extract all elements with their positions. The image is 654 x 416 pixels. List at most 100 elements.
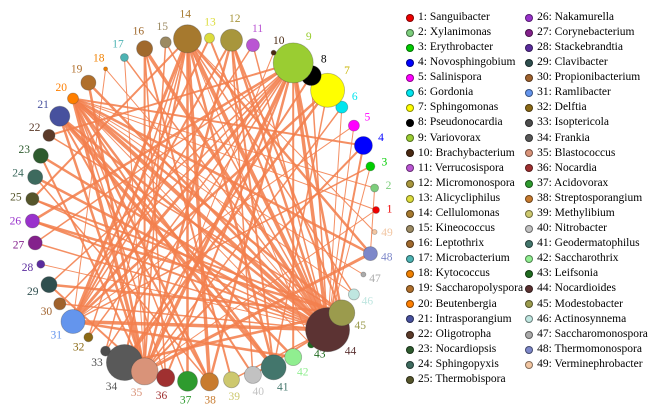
node-19-saccharopolyspora xyxy=(80,74,97,91)
legend-item-32: 32: Delftia xyxy=(525,101,648,116)
legend-label-8: 8: Pseudonocardia xyxy=(418,116,503,129)
node-label-10: 10 xyxy=(273,35,285,47)
legend-item-7: 7: Sphingomonas xyxy=(406,101,523,116)
edge-11-31 xyxy=(72,44,254,322)
node-label-22: 22 xyxy=(29,122,41,134)
node-42-saccharothrix xyxy=(284,348,303,367)
node-37-acidovorax xyxy=(177,370,198,392)
edge-21-38 xyxy=(58,115,211,383)
node-label-35: 35 xyxy=(131,387,143,399)
legend-item-9: 9: Variovorax xyxy=(406,131,523,146)
node-3-erythrobacter xyxy=(365,161,376,172)
node-2-xylanimonas xyxy=(370,183,380,193)
node-16-leptothrix xyxy=(136,40,154,57)
legend-color-dot-49 xyxy=(525,360,534,369)
legend-color-dot-9 xyxy=(406,134,414,143)
node-9-variovorax xyxy=(272,42,314,84)
legend-color-dot-35 xyxy=(525,149,534,158)
edge-26-45 xyxy=(32,219,343,315)
legend-color-dot-10 xyxy=(406,149,414,158)
legend-color-dot-28 xyxy=(525,43,534,52)
edge-15-44 xyxy=(165,41,329,331)
legend-label-45: 45: Modestobacter xyxy=(537,297,623,310)
legend-label-23: 23: Nocardiopsis xyxy=(418,342,497,355)
node-label-40: 40 xyxy=(252,386,264,398)
legend-item-5: 5: Salinispora xyxy=(406,70,523,85)
edge-6-35 xyxy=(143,106,343,372)
node-13-alicycliphilus xyxy=(204,32,215,44)
node-label-32: 32 xyxy=(73,342,85,354)
legend-label-7: 7: Sphingomonas xyxy=(418,101,499,114)
node-10-brachybacterium xyxy=(270,49,277,56)
legend-color-dot-23 xyxy=(406,345,414,354)
legend-label-3: 3: Erythrobacter xyxy=(418,40,494,53)
legend-color-dot-13 xyxy=(406,194,414,203)
legend-item-45: 45: Modestobacter xyxy=(525,297,648,312)
legend-label-39: 39: Methylibium xyxy=(537,207,615,220)
node-label-6: 6 xyxy=(352,91,358,103)
legend-item-23: 23: Nocardiopsis xyxy=(406,342,523,357)
node-35-blastococcus xyxy=(130,357,159,386)
legend-color-dot-15 xyxy=(406,224,414,233)
legend-color-dot-8 xyxy=(406,119,414,128)
legend-label-1: 1: Sanguibacter xyxy=(418,10,490,23)
node-label-18: 18 xyxy=(93,53,105,65)
legend-color-dot-14 xyxy=(406,209,414,218)
legend-label-27: 27: Corynebacterium xyxy=(537,25,635,38)
legend-label-49: 49: Verminephrobacter xyxy=(537,357,643,370)
legend-color-dot-30 xyxy=(525,73,534,82)
legend-label-2: 2: Xylanimonas xyxy=(418,25,492,38)
legend-item-40: 40: Nitrobacter xyxy=(525,221,648,236)
legend-item-29: 29: Clavibacter xyxy=(525,55,648,70)
legend-color-dot-18 xyxy=(406,270,414,279)
legend-color-dot-42 xyxy=(525,255,534,264)
legend-color-dot-43 xyxy=(525,270,534,279)
node-label-43: 43 xyxy=(314,349,326,361)
edge-20-47 xyxy=(72,98,364,275)
legend-label-14: 14: Cellulomonas xyxy=(418,207,500,220)
legend-item-21: 21: Intrasporangium xyxy=(406,312,523,327)
legend-color-dot-47 xyxy=(525,330,534,339)
node-28-stackebrandtia xyxy=(36,259,46,269)
legend-label-21: 21: Intrasporangium xyxy=(418,312,512,325)
legend-label-43: 43: Leifsonia xyxy=(537,267,599,280)
legend-item-38: 38: Streptosporangium xyxy=(525,191,648,206)
legend-label-6: 6: Gordonia xyxy=(418,86,474,99)
node-36-nocardia xyxy=(156,368,176,388)
node-22-oligotropha xyxy=(42,128,56,142)
legend-item-39: 39: Methylibium xyxy=(525,206,648,221)
legend-label-19: 19: Saccharopolyspora xyxy=(418,282,524,295)
node-4-novosphingobium xyxy=(353,136,373,155)
edge-14-48 xyxy=(186,37,372,255)
edge-27-44 xyxy=(34,242,328,331)
edge-17-35 xyxy=(123,57,146,372)
node-label-28: 28 xyxy=(22,262,34,274)
node-17-microbacterium xyxy=(120,53,129,62)
node-30-propionibacterium xyxy=(53,297,67,311)
node-14-cellulomonas xyxy=(173,24,202,54)
legend-item-6: 6: Gordonia xyxy=(406,85,523,100)
legend-item-41: 41: Geodermatophilus xyxy=(525,236,648,251)
legend-item-27: 27: Corynebacterium xyxy=(525,25,648,40)
legend-color-dot-11 xyxy=(406,164,414,173)
legend-color-dot-45 xyxy=(525,300,534,309)
legend-label-36: 36: Nocardia xyxy=(537,161,597,174)
node-7-sphingomonas xyxy=(310,72,346,108)
edge-21-35 xyxy=(58,115,146,372)
legend-column-right: 26: Nakamurella 27: Corynebacterium 28: St… xyxy=(525,10,648,410)
node-label-1: 1 xyxy=(387,204,393,216)
legend-item-36: 36: Nocardia xyxy=(525,161,648,176)
legend-color-dot-7 xyxy=(406,104,414,113)
legend-color-dot-29 xyxy=(525,58,534,67)
node-label-41: 41 xyxy=(277,382,289,394)
legend-label-10: 10: Brachybacterium xyxy=(418,146,515,159)
node-41-geodermatophilus xyxy=(260,354,287,381)
node-label-29: 29 xyxy=(27,286,39,298)
legend-color-dot-5 xyxy=(406,73,414,82)
legend-item-18: 18: Kytococcus xyxy=(406,267,523,282)
node-label-16: 16 xyxy=(133,25,145,37)
legend-item-43: 43: Leifsonia xyxy=(525,267,648,282)
legend-label-12: 12: Micromonospora xyxy=(418,176,515,189)
legend-color-dot-31 xyxy=(525,89,534,98)
legend-item-3: 3: Erythrobacter xyxy=(406,40,523,55)
